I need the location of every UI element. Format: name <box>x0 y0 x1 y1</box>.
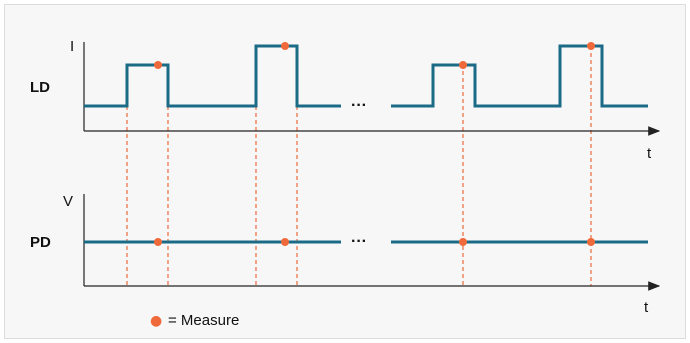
measure-guide-lines <box>126 46 592 286</box>
ld-gap-ellipsis: ··· <box>351 97 367 114</box>
measure-point <box>459 238 467 246</box>
measure-point <box>281 42 289 50</box>
ld-trace-segment-2 <box>391 44 648 108</box>
ld-axes <box>83 42 661 136</box>
legend-text: = Measure <box>168 312 239 329</box>
ld-trace <box>84 44 648 108</box>
measure-points <box>154 42 595 246</box>
measure-point <box>587 42 595 50</box>
measure-point <box>587 238 595 246</box>
measure-point <box>154 238 162 246</box>
ld-panel-label: LD <box>30 79 50 96</box>
legend-marker: ● <box>150 313 162 329</box>
pd-panel-label: PD <box>30 234 51 251</box>
pd-y-axis-label: V <box>63 193 73 210</box>
measure-point <box>154 61 162 69</box>
pd-axes <box>83 194 661 291</box>
pd-gap-ellipsis: ··· <box>351 233 367 250</box>
ld-x-axis-label: t <box>647 145 652 162</box>
ld-trace-segment-1 <box>84 44 341 108</box>
pd-x-axis-label: t <box>644 299 649 316</box>
diagram-frame <box>4 4 686 339</box>
legend: ● = Measure <box>150 312 239 329</box>
ld-y-axis-label: I <box>70 38 74 55</box>
measure-point <box>281 238 289 246</box>
measure-point <box>459 61 467 69</box>
